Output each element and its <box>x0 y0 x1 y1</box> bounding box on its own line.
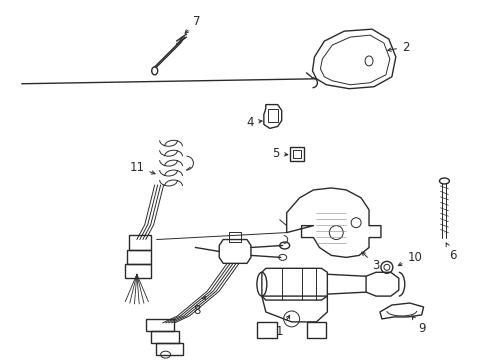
Bar <box>267 109 277 122</box>
Bar <box>124 264 150 278</box>
Text: 6: 6 <box>445 243 455 262</box>
Text: 2: 2 <box>387 41 408 54</box>
Bar <box>289 147 303 161</box>
Text: 5: 5 <box>271 147 287 160</box>
Bar <box>127 251 150 264</box>
Text: 8: 8 <box>193 297 205 318</box>
Text: 10: 10 <box>398 251 421 266</box>
Bar <box>129 235 150 251</box>
Bar <box>292 150 300 158</box>
Text: 11: 11 <box>129 161 155 174</box>
Text: 1: 1 <box>275 315 289 338</box>
Bar <box>145 319 173 331</box>
Text: 3: 3 <box>361 252 379 272</box>
Bar <box>155 343 183 355</box>
Text: 7: 7 <box>185 15 200 33</box>
Text: 9: 9 <box>411 316 425 336</box>
Bar <box>306 322 325 338</box>
Text: 4: 4 <box>245 116 262 129</box>
Bar <box>229 231 241 242</box>
Bar <box>150 331 178 343</box>
Bar <box>256 322 276 338</box>
